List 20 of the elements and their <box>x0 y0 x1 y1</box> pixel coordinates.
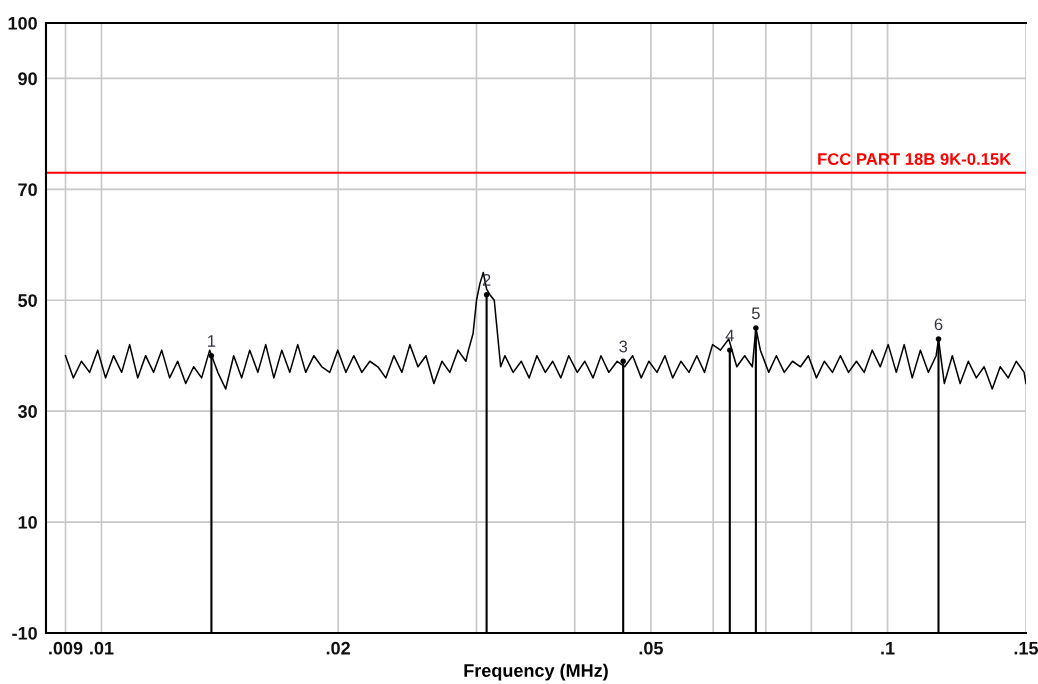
y-tick-label: 100 <box>8 16 37 30</box>
y-tick-label: 50 <box>18 294 37 307</box>
y-tick-label: 70 <box>18 183 37 197</box>
x-axis-title: Frequency (MHz) <box>464 663 608 681</box>
annotation: 4 <box>725 329 734 342</box>
y-tick-label: 90 <box>18 72 37 86</box>
x-tick-label: .1 <box>881 641 895 655</box>
x-tick-label: .15 <box>1014 641 1038 655</box>
annotation: 3 <box>619 340 628 353</box>
x-tick-label: .01 <box>90 641 114 655</box>
y-tick-label: -10 <box>12 626 37 640</box>
annotation: 1 <box>208 335 216 347</box>
x-tick-label: .009 <box>49 641 83 655</box>
annotation: 6 <box>934 318 943 331</box>
x-tick-label: .02 <box>326 641 350 655</box>
y-tick-label: 10 <box>18 516 37 529</box>
annotation: 5 <box>751 307 760 320</box>
y-tick-label: 30 <box>17 405 37 418</box>
ref-line-label: FCC PART 18B 9K-0.15K <box>818 153 1012 165</box>
x-tick-label: .05 <box>639 641 663 655</box>
